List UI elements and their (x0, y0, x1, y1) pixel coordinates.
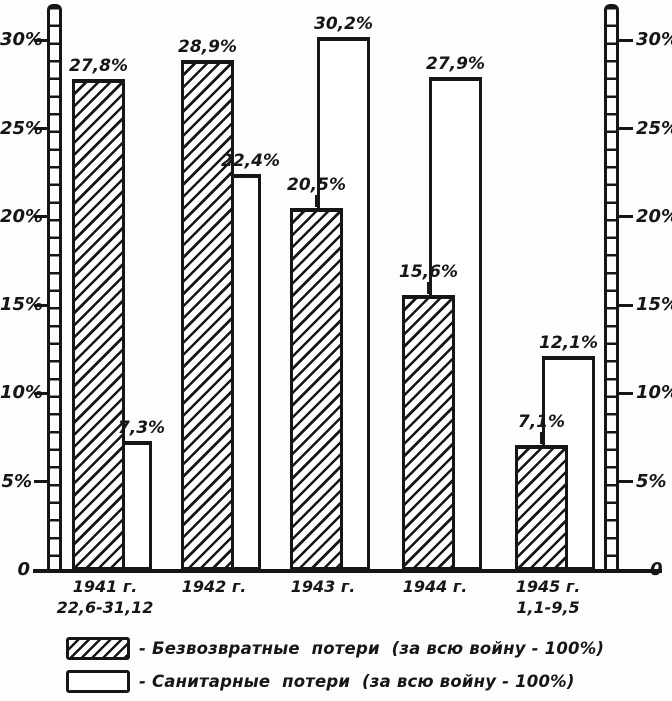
bar-irrecoverable-1941 (72, 79, 125, 570)
y-tick-label-left-20: 20% (0, 205, 44, 227)
legend-swatch-hatched-icon (66, 636, 130, 660)
y-tick-left-5 (34, 480, 48, 484)
y-tick-label-left-30: 30% (0, 29, 44, 51)
x-label-1941: 1941 г. (72, 577, 138, 596)
y-tick-label-right-5: 5% (636, 470, 667, 492)
y-tick-label-right-10: 10% (636, 382, 672, 404)
y-tick-right-20 (617, 215, 633, 219)
bar-label-irrecoverable-1943: 20,5% (287, 174, 346, 195)
x-sublabel-1941: 22,6-31,12 (56, 598, 154, 617)
legend-label-sanitary: - Санитарные потери (за всю войну - 100%… (139, 671, 575, 691)
bar-irrecoverable-1943 (290, 207, 343, 570)
label-connector-1943 (315, 194, 318, 207)
x-label-1942: 1942 г. (181, 577, 247, 596)
legend-swatch-white-icon (66, 669, 130, 693)
x-axis-baseline (33, 569, 662, 573)
y-tick-label-left-5: 5% (1, 470, 32, 492)
y-tick-label-right-30: 30% (636, 29, 672, 51)
y-tick-label-left-10: 10% (0, 382, 44, 404)
y-tick-label-right-0: 0 (650, 559, 663, 580)
y-tick-label-right-20: 20% (636, 205, 672, 227)
legend: - Безвозвратные потери (за всю войну - 1… (66, 635, 604, 701)
y-tick-left-20 (34, 215, 48, 219)
bar-label-sanitary-1944: 27,9% (426, 54, 485, 75)
bar-label-irrecoverable-1944: 15,6% (399, 261, 458, 282)
x-label-1945: 1945 г. (515, 577, 581, 596)
bar-irrecoverable-1942 (181, 59, 234, 570)
bar-irrecoverable-1945 (515, 444, 568, 570)
bar-label-irrecoverable-1945: 7,1% (517, 411, 566, 432)
y-tick-left-25 (34, 127, 48, 130)
legend-label-irrecoverable: - Безвозвратные потери (за всю войну - 1… (139, 638, 605, 658)
label-connector-1945 (540, 431, 543, 444)
y-tick-right-25 (617, 127, 633, 130)
y-tick-right-10 (617, 391, 633, 395)
label-connector-1944 (427, 281, 430, 294)
y-axis-ladder-left (47, 4, 62, 570)
bar-label-irrecoverable-1941: 27,8% (69, 56, 128, 77)
bar-label-sanitary-1942: 22,4% (221, 151, 280, 172)
y-tick-label-right-15: 15% (636, 294, 672, 316)
bar-irrecoverable-1944 (402, 294, 455, 570)
y-tick-left-10 (34, 391, 48, 395)
x-sublabel-1945: 1,1-9,5 (516, 598, 580, 617)
y-axis-ladder-right (604, 4, 619, 570)
bar-label-sanitary-1945: 12,1% (539, 333, 598, 354)
y-tick-label-left-15: 15% (0, 294, 44, 316)
y-tick-right-5 (617, 480, 633, 484)
y-tick-right-15 (617, 303, 633, 307)
y-tick-left-15 (34, 303, 48, 307)
bar-chart: 0 0 5% 5% 10% 10% 15% 15% 20% 20% 25% 25% 30% 30% 27,8… (0, 4, 672, 617)
x-label-1943: 1943 г. (290, 577, 356, 596)
legend-item-irrecoverable-losses: - Безвозвратные потери (за всю войну - 1… (66, 635, 604, 661)
legend-item-sanitary-losses: - Санитарные потери (за всю войну - 100%… (66, 668, 604, 694)
y-tick-label-right-25: 25% (636, 117, 672, 139)
y-tick-left-30 (34, 38, 48, 42)
bar-label-irrecoverable-1942: 28,9% (178, 36, 237, 57)
bar-label-sanitary-1941: 7,3% (117, 418, 166, 439)
bar-label-sanitary-1943: 30,2% (314, 13, 373, 34)
y-tick-label-left-0: 0 (17, 559, 30, 580)
x-label-1944: 1944 г. (402, 577, 468, 596)
y-tick-right-30 (617, 38, 633, 42)
y-tick-label-left-25: 25% (0, 117, 44, 139)
